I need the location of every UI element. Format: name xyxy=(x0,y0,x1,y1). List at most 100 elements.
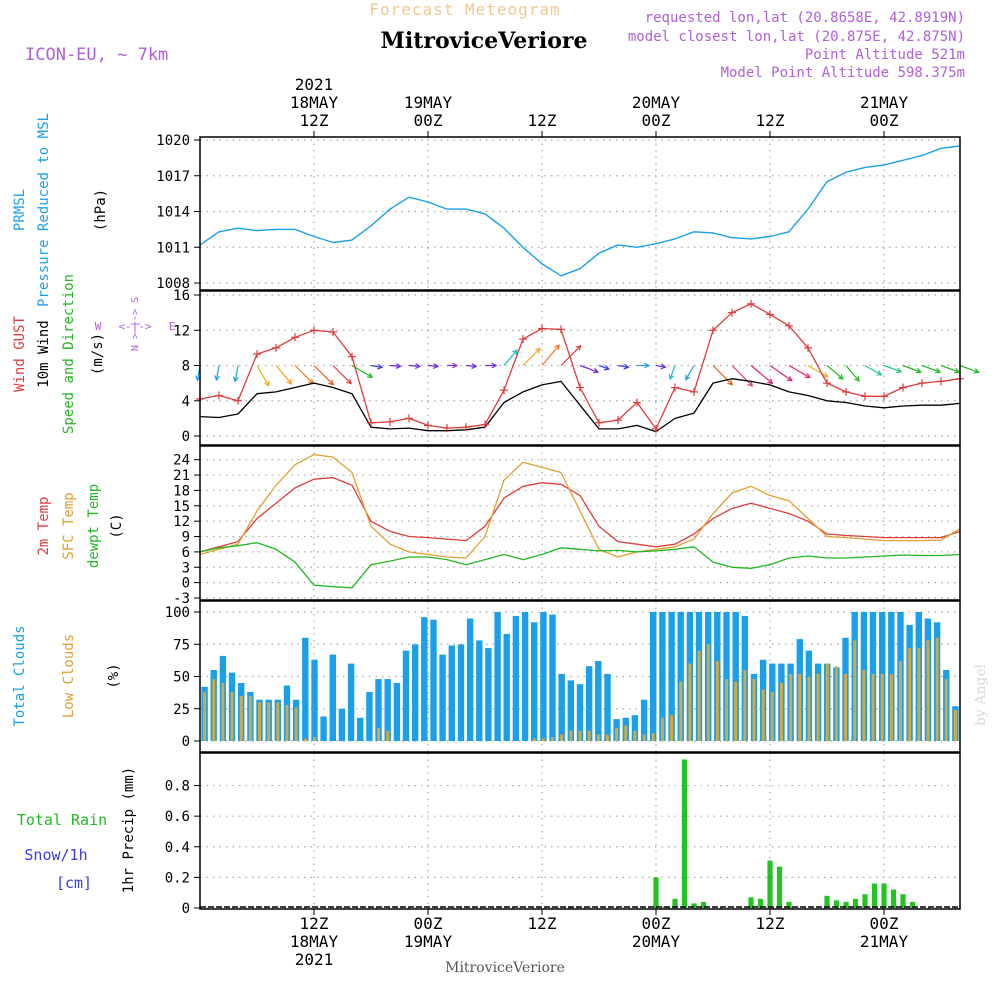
pressure-ytick-label: 1014 xyxy=(156,205,190,221)
precip-bar xyxy=(786,901,792,908)
wind-direction-arrow xyxy=(788,364,811,379)
low-clouds-bar xyxy=(541,738,545,741)
total-clouds-bar xyxy=(732,612,739,741)
precip-bar xyxy=(843,901,849,908)
wind-direction-arrow xyxy=(712,365,733,386)
wind-direction-arrow xyxy=(215,365,220,381)
wind-arrow-head xyxy=(452,362,459,369)
wind-arrow-head xyxy=(954,367,961,374)
grid-layer xyxy=(200,137,960,909)
wind-arrow-head xyxy=(685,374,691,381)
clouds-ytick-label: 0 xyxy=(182,734,190,750)
low-clouds-bar xyxy=(834,666,838,741)
total-clouds-bar xyxy=(485,648,492,741)
total-clouds-bar xyxy=(595,661,602,741)
low-clouds-bar xyxy=(313,737,316,741)
wind-direction-arrow xyxy=(522,348,541,366)
total-clouds-bar xyxy=(384,679,391,741)
wind-label: Speed and Direction xyxy=(61,274,77,434)
temperature-series-dewpt-temp xyxy=(199,542,961,589)
precip-bar xyxy=(909,901,916,908)
low-clouds-bar xyxy=(935,637,939,741)
wind-direction-arrow xyxy=(427,364,438,367)
top-time-label: 00Z xyxy=(870,111,899,130)
point-altitude: Point Altitude 521m xyxy=(805,47,965,63)
wind-arrow-head xyxy=(491,362,498,369)
wind-direction-arrow xyxy=(579,364,599,373)
total-clouds-bar xyxy=(494,612,501,741)
wind-direction-arrow xyxy=(598,364,610,370)
wind-arrow-head xyxy=(623,363,630,370)
top-time-label: 00Z xyxy=(414,111,443,130)
wind-panel-frame xyxy=(199,290,961,446)
low-clouds-bar xyxy=(285,704,289,741)
precip-bar xyxy=(824,895,830,908)
precip-bar xyxy=(672,898,678,908)
total-clouds-bar xyxy=(476,640,483,741)
wind-ytick-label: 8 xyxy=(182,359,190,375)
wind-direction-arrow xyxy=(685,365,695,380)
low-clouds-bar xyxy=(899,661,902,741)
low-clouds-bar xyxy=(303,738,307,741)
temperature-series-sfc-temp xyxy=(199,453,961,559)
low-clouds-bar xyxy=(816,673,820,741)
wind-direction-arrow xyxy=(655,364,666,368)
top-time-label: 20MAY xyxy=(632,93,681,112)
precip-bar xyxy=(653,877,659,908)
wind-direction-arrow xyxy=(234,365,239,382)
wind-arrow-head xyxy=(915,367,922,374)
forecast-subtitle: Forecast Meteogram xyxy=(369,0,560,19)
wind-direction-arrow xyxy=(370,364,383,368)
legend-snow-unit: [cm] xyxy=(56,874,92,892)
wind-arrow-head xyxy=(644,362,651,369)
wind-direction-arrow xyxy=(807,364,829,378)
wind-direction-arrow xyxy=(503,349,518,366)
precip-bar xyxy=(871,883,878,908)
low-clouds-bar xyxy=(532,738,536,741)
low-clouds-bar xyxy=(267,702,271,741)
low-clouds-bar xyxy=(917,648,921,741)
wind-arrow-head xyxy=(214,375,221,382)
wind-direction-arrow xyxy=(275,365,292,385)
wind-arrow-head xyxy=(786,376,793,382)
total-clouds-bar xyxy=(576,684,584,741)
bottom-time-label: 12Z xyxy=(528,914,557,933)
wind-arrow-head xyxy=(264,380,270,387)
top-time-label: 18MAY xyxy=(290,93,339,112)
wind-direction-arrow xyxy=(921,364,941,373)
precip-bar xyxy=(852,898,859,908)
total-clouds-bar xyxy=(439,654,446,741)
bottom-time-label: 2021 xyxy=(295,950,334,969)
precip-bar xyxy=(767,860,773,908)
wind-direction-arrow xyxy=(541,344,560,366)
low-clouds-bar xyxy=(725,679,728,741)
precip-bar xyxy=(776,866,783,908)
low-clouds-bar xyxy=(761,689,765,741)
low-clouds-bar xyxy=(798,673,802,741)
low-clouds-bar xyxy=(651,733,655,741)
low-clouds-bar xyxy=(661,717,664,741)
footer-station: MitroviceVeriore xyxy=(445,960,565,976)
low-clouds-bar xyxy=(212,679,216,741)
wind-arrow-head xyxy=(286,378,293,385)
bottom-time-label: 18MAY xyxy=(290,932,339,951)
low-clouds-bar xyxy=(789,673,793,741)
marks-layer xyxy=(195,145,980,908)
wind-arrow-head xyxy=(973,368,980,374)
wind-arrow-head xyxy=(593,367,600,374)
total-clouds-bar xyxy=(558,673,565,741)
wind-direction-arrow xyxy=(389,364,401,367)
temperature-ytick-label: 6 xyxy=(182,545,190,561)
pressure-ytick-label: 1008 xyxy=(156,276,190,292)
wind-arrow-head xyxy=(233,376,239,383)
station-title: MitroviceVeriore xyxy=(381,28,588,54)
temp-label: dewpt Temp xyxy=(86,484,102,568)
wind-arrow-head xyxy=(854,375,860,382)
low-clouds-bar xyxy=(770,692,774,741)
pressure-panel-frame xyxy=(199,136,961,291)
wind-direction-arrow xyxy=(826,365,844,380)
low-clouds-bar xyxy=(633,730,637,741)
low-clouds-bar xyxy=(880,673,884,741)
temperature-series-2m-temp xyxy=(199,476,961,553)
total-clouds-bar xyxy=(503,633,510,741)
